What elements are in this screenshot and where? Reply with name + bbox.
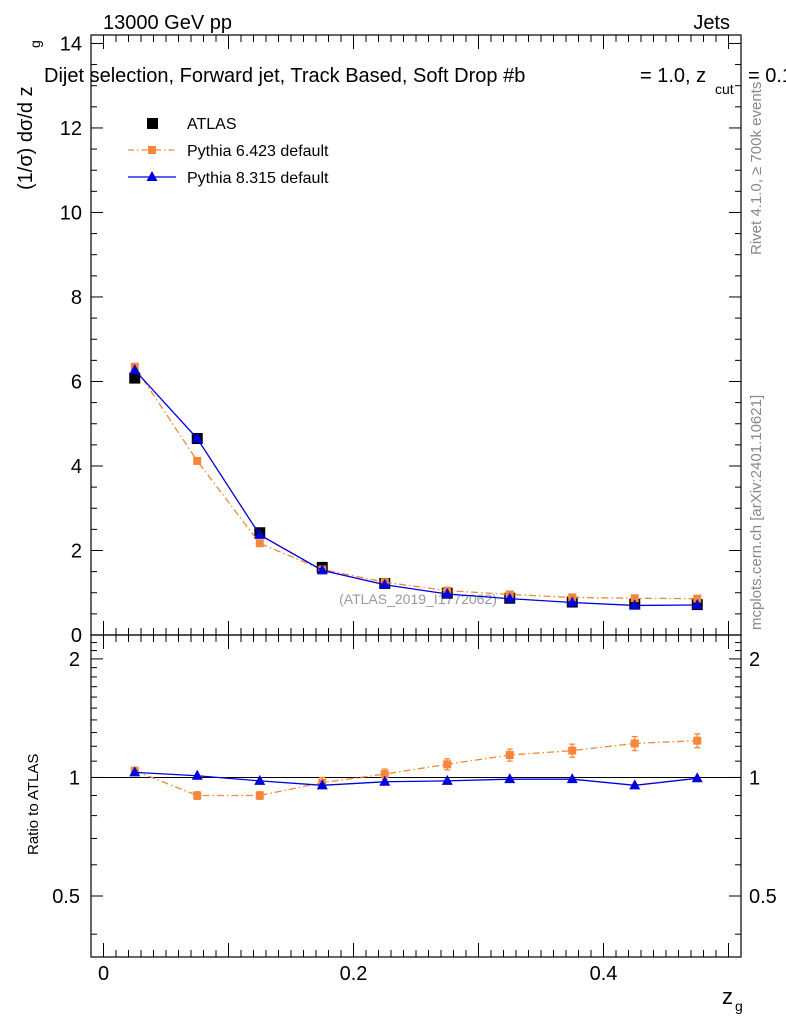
main-y-tick-label: 8 xyxy=(71,287,82,309)
ratio-pythia8-point xyxy=(254,774,266,785)
ratio-pythia8-point xyxy=(379,775,391,786)
main-y-tick-label: 12 xyxy=(60,118,82,140)
title-suffix-end: = 0.1 xyxy=(748,65,786,87)
ratio-pythia6-point xyxy=(443,760,452,769)
ratio-pythia6-point xyxy=(193,791,202,800)
ratio-pythia8-point xyxy=(566,773,578,784)
watermark: (ATLAS_2019_I1772062) xyxy=(339,591,497,607)
y-label-ratio: Ratio to ATLAS xyxy=(25,754,42,855)
main-axis-ticks: 0 2 4 6 8 10 12 14 xyxy=(60,33,741,647)
legend-pythia6-marker xyxy=(148,146,156,154)
ratio-pythia8-point xyxy=(504,773,516,784)
ratio-panel-frame xyxy=(90,634,742,958)
pythia6-data-point xyxy=(193,456,202,465)
plot-title-main: Dijet selection, Forward jet, Track Base… xyxy=(44,65,525,87)
atlas-data-point xyxy=(129,372,141,384)
title-suffix-main: = 1.0, z xyxy=(640,65,706,87)
ratio-pythia6-point xyxy=(380,770,389,779)
pythia6-data-point xyxy=(630,594,639,603)
ratio-series-layer xyxy=(129,733,703,800)
ratio-pythia6-point xyxy=(630,739,639,748)
legend-atlas-label: ATLAS xyxy=(187,116,237,133)
pythia6-data-point xyxy=(693,594,702,603)
legend-atlas-marker xyxy=(147,118,158,129)
pythia8-data-point xyxy=(441,588,453,599)
category-label: Jets xyxy=(693,12,730,34)
main-y-tick-label: 2 xyxy=(71,540,82,562)
pythia8-data-point xyxy=(629,599,641,610)
y-label-main: (1/σ) dσ/d z xyxy=(15,86,37,190)
pythia8-data-point xyxy=(566,596,578,607)
ratio-y-tick-label-right: 1 xyxy=(749,767,760,789)
ratio-y-tick-label-right: 2 xyxy=(749,649,760,671)
ratio-pythia8-point xyxy=(629,779,641,790)
x-tick-label: 0.2 xyxy=(340,963,368,985)
main-y-tick-label: 10 xyxy=(60,202,82,224)
y-label-main-sub: g xyxy=(27,40,43,48)
ratio-y-tick-label-right: 0.5 xyxy=(749,886,777,908)
pythia8-data-point xyxy=(316,564,328,575)
x-axis-ticks: 0 0.2 0.4 xyxy=(98,35,729,985)
legend-pythia6-label: Pythia 6.423 default xyxy=(187,143,329,160)
main-y-tick-label: 4 xyxy=(71,456,82,478)
pythia6-data-point xyxy=(255,539,264,548)
ratio-pythia8-point xyxy=(441,774,453,785)
ratio-pythia6-point xyxy=(505,751,514,760)
y-label-main-text: (1/σ) dσ/d z xyxy=(15,86,37,190)
rivet-label: Rivet 4.1.0, ≥ 700k events xyxy=(748,82,765,255)
x-label: z xyxy=(722,984,733,1009)
x-tick-label: 0.4 xyxy=(590,963,618,985)
ratio-pythia6-point xyxy=(693,736,702,745)
ratio-pythia6-point xyxy=(568,746,577,755)
pythia8-data-point xyxy=(691,599,703,609)
ratio-pythia8-point xyxy=(129,766,141,777)
ratio-pythia6-point xyxy=(255,791,264,800)
ratio-pythia6-line xyxy=(134,740,698,797)
main-y-tick-label: 14 xyxy=(60,33,82,55)
ratio-pythia8-point xyxy=(316,779,328,790)
plot-title-suffix: = 1.0, z xyxy=(640,65,706,87)
plot-title: Dijet selection, Forward jet, Track Base… xyxy=(44,65,525,87)
pythia8-line xyxy=(134,369,698,607)
legend-pythia8-marker xyxy=(146,171,158,181)
pythia8-data-point xyxy=(504,592,516,603)
x-label-sub: g xyxy=(735,998,743,1014)
ratio-y-tick-label-left: 0.5 xyxy=(52,886,80,908)
legend: ATLAS Pythia 6.423 default Pythia 8.315 … xyxy=(128,116,329,187)
pythia8-data-point xyxy=(254,528,266,539)
ratio-pythia8-point xyxy=(691,772,703,783)
title-suffix-sub: cut xyxy=(715,81,734,97)
pythia6-line xyxy=(134,366,698,600)
mcplots-label: mcplots.cern.ch [arXiv:2401.10621] xyxy=(748,395,765,630)
legend-pythia8-label: Pythia 8.315 default xyxy=(187,170,329,187)
main-y-tick-label: 6 xyxy=(71,371,82,393)
pythia8-data-point xyxy=(129,364,141,375)
pythia8-data-point xyxy=(379,578,391,589)
main-series-layer xyxy=(129,362,703,611)
ratio-axis-ticks: 0.5 0.5 1 1 2 2 xyxy=(52,642,777,935)
ratio-pythia8-line xyxy=(134,771,698,786)
ratio-y-tick-label-left: 2 xyxy=(69,649,80,671)
x-tick-label: 0 xyxy=(98,963,109,985)
pythia8-data-point xyxy=(191,432,203,443)
main-y-tick-label: 0 xyxy=(71,625,82,647)
ratio-pythia8-point xyxy=(191,769,203,780)
ratio-y-tick-label-left: 1 xyxy=(69,767,80,789)
energy-label: 13000 GeV pp xyxy=(103,12,232,34)
